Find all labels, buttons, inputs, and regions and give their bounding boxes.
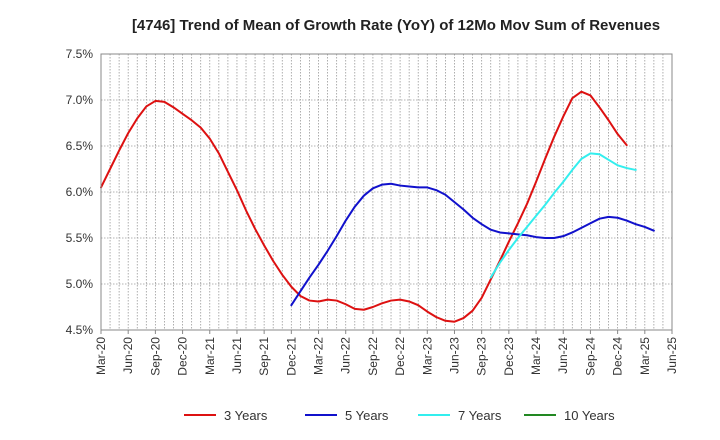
legend-label: 5 Years	[345, 408, 389, 423]
series-line-5-years	[290, 182, 655, 307]
x-tick-label: Jun-23	[447, 337, 461, 374]
x-tick-label: Dec-24	[611, 337, 625, 376]
y-tick-label: 5.0%	[66, 277, 94, 291]
series-lines	[100, 90, 655, 323]
legend-label: 10 Years	[564, 408, 615, 423]
x-tick-label: Sep-22	[366, 337, 380, 376]
plot-border	[100, 53, 673, 331]
x-tick-label: Jun-21	[230, 337, 244, 374]
series-line-7-years	[489, 152, 637, 279]
y-tick-label: 5.5%	[66, 231, 94, 245]
x-tick-label: Jun-20	[121, 337, 135, 374]
y-tick-label: 7.5%	[66, 47, 94, 61]
x-tick-label: Jun-22	[339, 337, 353, 374]
legend-label: 7 Years	[458, 408, 502, 423]
x-tick-label: Dec-21	[284, 337, 298, 376]
x-tick-label: Dec-23	[502, 337, 516, 376]
x-tick-label: Sep-21	[257, 337, 271, 376]
x-tick-label: Mar-20	[94, 337, 108, 375]
y-tick-label: 7.0%	[66, 93, 94, 107]
x-tick-label: Dec-20	[176, 337, 190, 376]
series-line-3-years	[100, 90, 628, 323]
axes: 4.5% 5.0% 5.5% 6.0% 6.5% 7.0% 7.5% Mar-20 Jun-20…	[66, 47, 679, 376]
x-tick-label: Sep-20	[148, 337, 162, 376]
x-tick-label: Mar-23	[420, 337, 434, 375]
x-tick-label: Dec-22	[393, 337, 407, 376]
x-tick-label: Mar-24	[529, 337, 543, 375]
y-tick-label: 4.5%	[66, 323, 94, 337]
y-tick-label: 6.5%	[66, 139, 94, 153]
x-tick-label: Sep-24	[583, 337, 597, 376]
legend-label: 3 Years	[224, 408, 268, 423]
x-tick-label: Sep-23	[475, 337, 489, 376]
legend: 3 Years 5 Years 7 Years 10 Years	[184, 408, 615, 423]
chart-title: [4746] Trend of Mean of Growth Rate (YoY…	[132, 17, 660, 34]
x-tick-label: Mar-22	[312, 337, 326, 375]
y-tick-label: 6.0%	[66, 185, 94, 199]
x-tick-label: Jun-25	[665, 337, 679, 374]
x-tick-label: Jun-24	[556, 337, 570, 374]
x-tick-label: Mar-25	[638, 337, 652, 375]
x-tick-label: Mar-21	[203, 337, 217, 375]
